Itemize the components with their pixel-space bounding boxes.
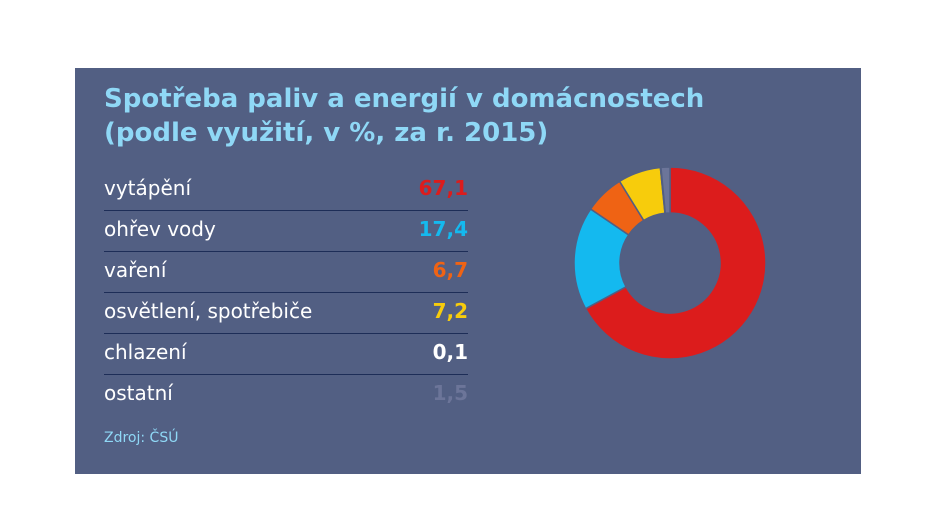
- chart-panel: Spotřeba paliv a energií v domácnostech …: [75, 68, 861, 474]
- legend-label: ostatní: [104, 381, 173, 405]
- title-line-2: (podle využití, v %, za r. 2015): [104, 118, 549, 148]
- legend-row: vytápění 67,1: [104, 170, 468, 211]
- legend-row: vaření 6,7: [104, 252, 468, 293]
- legend-label: osvětlení, spotřebiče: [104, 299, 313, 323]
- legend-label: chlazení: [104, 340, 187, 364]
- legend-row: chlazení 0,1: [104, 334, 468, 375]
- legend-value: 67,1: [418, 176, 468, 200]
- legend-row: ohřev vody 17,4: [104, 211, 468, 252]
- legend-label: vaření: [104, 258, 167, 282]
- donut-slice: [584, 166, 767, 360]
- legend-value: 7,2: [432, 299, 468, 323]
- chart-title: Spotřeba paliv a energií v domácnostech …: [104, 82, 704, 150]
- legend-value: 17,4: [418, 217, 468, 241]
- legend-value: 1,5: [432, 381, 468, 405]
- legend-label: vytápění: [104, 176, 192, 200]
- donut-slice: [660, 166, 671, 215]
- legend-row: osvětlení, spotřebiče 7,2: [104, 293, 468, 334]
- legend-row: ostatní 1,5: [104, 375, 468, 415]
- donut-chart: [573, 166, 767, 360]
- source-note: Zdroj: ČSÚ: [104, 430, 179, 446]
- legend-table: vytápění 67,1 ohřev vody 17,4 vaření 6,7 osvět…: [104, 170, 468, 415]
- title-line-1: Spotřeba paliv a energií v domácnostech: [104, 84, 705, 114]
- legend-value: 0,1: [432, 340, 468, 364]
- legend-label: ohřev vody: [104, 217, 216, 241]
- legend-value: 6,7: [432, 258, 468, 282]
